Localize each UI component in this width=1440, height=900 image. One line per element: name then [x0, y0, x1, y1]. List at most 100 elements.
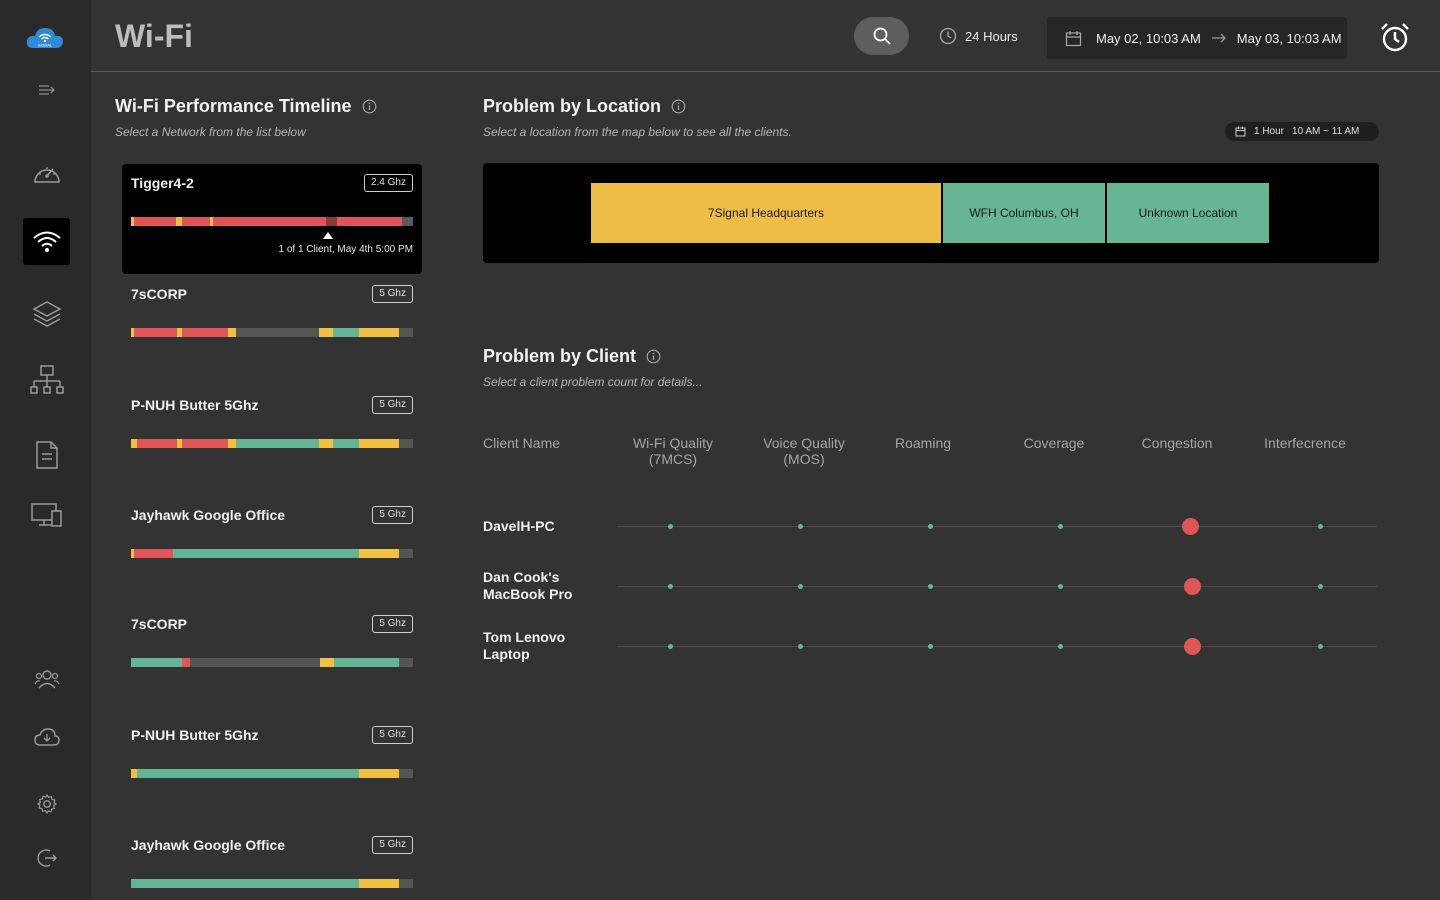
location-section-title: Problem by Location	[483, 96, 686, 117]
wifi-icon[interactable]	[23, 218, 70, 265]
client-section-title: Problem by Client	[483, 346, 661, 367]
timeline-segment	[176, 439, 183, 448]
signal-logo[interactable]: SIGNAL	[26, 24, 64, 52]
search-button[interactable]	[854, 17, 909, 55]
timeline-segment	[236, 328, 319, 337]
info-icon[interactable]	[362, 99, 377, 114]
band-badge: 5 Ghz	[372, 285, 413, 303]
problem-count-dot[interactable]	[1183, 578, 1201, 595]
network-item[interactable]: Jayhawk Google Office 5 Ghz	[122, 826, 422, 900]
network-item[interactable]: Tigger4-2 2.4 Ghz 1 of 1 Client, May 4th 5…	[122, 164, 422, 274]
timeline-segment	[136, 439, 177, 448]
band-badge: 5 Ghz	[372, 506, 413, 524]
network-item[interactable]: P-NUH Butter 5Ghz 5 Ghz	[122, 716, 422, 826]
calendar-icon	[1235, 126, 1246, 137]
no-problem-dot[interactable]	[1057, 644, 1063, 649]
layers-icon[interactable]	[23, 289, 70, 336]
timeline-segment	[325, 217, 337, 226]
no-problem-dot[interactable]	[1057, 584, 1063, 589]
network-item[interactable]: 7sCORP 5 Ghz	[122, 275, 422, 385]
network-item[interactable]: 7sCORP 5 Ghz	[122, 605, 422, 715]
no-problem-dot[interactable]	[667, 524, 673, 529]
column-header[interactable]: Congestion	[1107, 435, 1247, 451]
date-start: May 02, 10:03 AM	[1096, 30, 1201, 46]
cloud-download-icon[interactable]	[23, 713, 70, 760]
time-window-selector[interactable]: 24 Hours	[939, 27, 1018, 45]
collapse-menu-icon[interactable]	[23, 66, 70, 113]
problem-count-dot[interactable]	[1181, 518, 1199, 535]
performance-timeline-bar[interactable]	[131, 549, 413, 558]
info-icon[interactable]	[646, 349, 661, 364]
column-header[interactable]: Interfecrence	[1235, 435, 1375, 451]
performance-timeline-bar[interactable]	[131, 328, 413, 337]
timeline-segment	[131, 769, 137, 778]
timeline-segment	[398, 769, 413, 778]
timeline-segment	[131, 658, 182, 667]
no-problem-dot[interactable]	[927, 584, 933, 589]
client-name[interactable]: Tom Lenovo Laptop	[483, 629, 566, 662]
timeline-segment	[182, 439, 228, 448]
timeline-segment	[227, 439, 237, 448]
location-time-range[interactable]: 1 Hour 10 AM ~ 11 AM	[1225, 122, 1379, 141]
column-header[interactable]: Wi-Fi Quality (7MCS)	[603, 435, 743, 467]
clock-icon	[939, 27, 957, 45]
performance-timeline-bar[interactable]	[131, 879, 413, 888]
performance-timeline-bar[interactable]	[131, 769, 413, 778]
date-end: May 03, 10:03 AM	[1236, 30, 1342, 46]
network-name: 7sCORP	[131, 616, 188, 632]
network-topology-icon[interactable]	[23, 357, 70, 404]
search-icon	[873, 27, 891, 45]
settings-gear-icon[interactable]	[23, 780, 70, 827]
devices-icon[interactable]	[23, 491, 70, 538]
no-problem-dot[interactable]	[1057, 524, 1063, 529]
client-name[interactable]: Dan Cook's MacBook Pro	[483, 569, 573, 602]
row-baseline	[617, 526, 1377, 527]
network-item[interactable]: P-NUH Butter 5Ghz 5 Ghz	[122, 386, 422, 496]
timeline-subtitle: Select a Network from the list below	[115, 125, 306, 139]
column-label: Roaming	[894, 435, 952, 451]
column-header[interactable]: Coverage	[984, 435, 1124, 451]
no-problem-dot[interactable]	[1317, 524, 1323, 529]
no-problem-dot[interactable]	[797, 584, 803, 589]
timeline-segment	[398, 439, 413, 448]
column-label: Interfecrence	[1264, 435, 1346, 451]
no-problem-dot[interactable]	[1317, 584, 1323, 589]
alarm-clock-icon[interactable]	[1379, 21, 1411, 58]
dashboard-gauge-icon[interactable]	[23, 149, 70, 196]
date-range-picker[interactable]: May 02, 10:03 AM May 03, 10:03 AM	[1047, 17, 1347, 59]
timeline-section-title: Wi-Fi Performance Timeline	[115, 96, 377, 117]
performance-timeline-bar[interactable]	[131, 217, 413, 226]
no-problem-dot[interactable]	[667, 644, 673, 649]
timeline-segment	[318, 439, 334, 448]
network-item[interactable]: Jayhawk Google Office 5 Ghz	[122, 496, 422, 606]
no-problem-dot[interactable]	[927, 524, 933, 529]
timeline-segment	[319, 658, 335, 667]
column-header[interactable]: Roaming	[853, 435, 993, 451]
performance-timeline-bar[interactable]	[131, 658, 413, 667]
client-name[interactable]: DavelH-PC	[483, 518, 555, 534]
timeline-marker-icon[interactable]	[323, 232, 333, 239]
timeline-segment	[131, 439, 137, 448]
no-problem-dot[interactable]	[797, 524, 803, 529]
info-icon[interactable]	[671, 99, 686, 114]
performance-timeline-bar[interactable]	[131, 439, 413, 448]
column-header[interactable]: Voice Quality (MOS)	[734, 435, 874, 467]
column-header[interactable]: Client Name	[483, 435, 560, 451]
no-problem-dot[interactable]	[797, 644, 803, 649]
users-icon[interactable]	[23, 655, 70, 702]
timeline-segment	[131, 217, 134, 226]
logout-icon[interactable]	[23, 834, 70, 881]
no-problem-dot[interactable]	[1317, 644, 1323, 649]
timeline-segment	[398, 879, 413, 888]
no-problem-dot[interactable]	[927, 644, 933, 649]
location-block[interactable]: 7Signal Headquarters	[591, 183, 941, 243]
band-badge: 2.4 Ghz	[363, 174, 413, 192]
network-name: Jayhawk Google Office	[131, 837, 286, 853]
network-name: Tigger4-2	[131, 175, 194, 191]
document-icon[interactable]	[23, 431, 70, 478]
problem-count-dot[interactable]	[1183, 638, 1201, 655]
no-problem-dot[interactable]	[667, 584, 673, 589]
location-block[interactable]: WFH Columbus, OH	[943, 183, 1105, 243]
timeline-segment	[358, 439, 399, 448]
location-block[interactable]: Unknown Location	[1107, 183, 1269, 243]
